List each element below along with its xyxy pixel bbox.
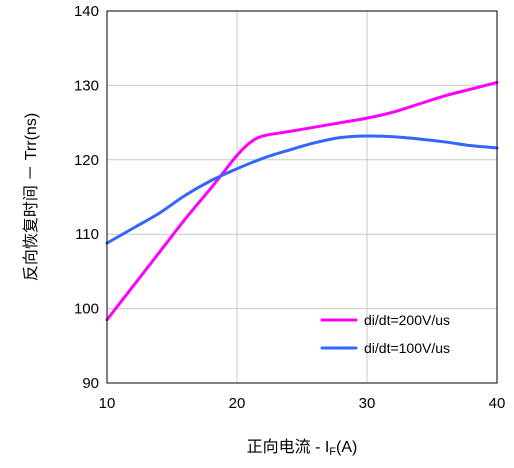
y-tick-label: 110 [75,226,99,243]
y-tick-label: 140 [74,3,99,20]
x-axis-label-tail: (A) [336,439,357,456]
y-axis-label: 反向恢复时间 － Trr(ns) [22,113,40,281]
x-axis-label-subscript: F [329,446,336,458]
series-line-didt-100 [105,134,499,245]
y-tick-label: 120 [74,152,99,169]
x-axis-label-main: 正向电流 - I [247,438,330,456]
plot-background [107,11,497,383]
tick-labels: 10 20 30 40 90 100 110 120 130 140 [74,3,505,412]
legend-label: di/dt=200V/us [364,312,450,328]
x-tick-label: 10 [99,395,116,412]
series-line-didt-200 [105,80,499,322]
x-axis-label: 正向电流 - IF(A) [247,438,358,458]
x-tick-label: 40 [489,395,506,412]
series-lines [105,80,499,322]
x-tick-label: 20 [229,395,246,412]
y-tick-label: 100 [74,301,99,318]
legend-label: di/dt=100V/us [364,340,450,356]
y-tick-label: 130 [74,77,99,94]
plot-frame [106,10,498,384]
legend: di/dt=200V/us di/dt=100V/us [320,312,450,356]
y-tick-label: 90 [82,375,99,392]
x-tick-label: 30 [359,395,376,412]
